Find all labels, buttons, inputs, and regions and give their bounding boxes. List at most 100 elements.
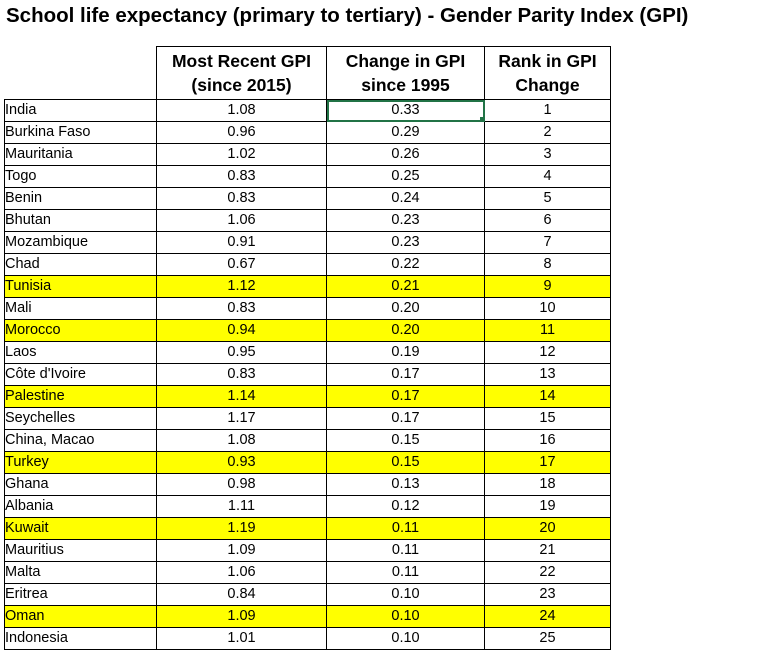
country-cell[interactable]: Burkina Faso: [4, 121, 157, 144]
country-cell[interactable]: China, Macao: [4, 429, 157, 452]
gpi-cell[interactable]: 0.94: [156, 319, 327, 342]
rank-cell[interactable]: 1: [484, 99, 611, 122]
country-cell[interactable]: Mauritania: [4, 143, 157, 166]
country-cell[interactable]: Malta: [4, 561, 157, 584]
gpi-cell[interactable]: 1.01: [156, 627, 327, 650]
rank-cell[interactable]: 16: [484, 429, 611, 452]
gpi-cell[interactable]: 0.95: [156, 341, 327, 364]
country-cell[interactable]: Mozambique: [4, 231, 157, 254]
change-cell[interactable]: 0.33: [326, 99, 485, 122]
rank-cell[interactable]: 18: [484, 473, 611, 496]
rank-cell[interactable]: 14: [484, 385, 611, 408]
change-cell[interactable]: 0.10: [326, 605, 485, 628]
country-cell[interactable]: Oman: [4, 605, 157, 628]
rank-cell[interactable]: 15: [484, 407, 611, 430]
country-cell[interactable]: Tunisia: [4, 275, 157, 298]
rank-cell[interactable]: 17: [484, 451, 611, 474]
country-cell[interactable]: Seychelles: [4, 407, 157, 430]
gpi-cell[interactable]: 1.08: [156, 429, 327, 452]
change-cell[interactable]: 0.10: [326, 583, 485, 606]
country-cell[interactable]: Eritrea: [4, 583, 157, 606]
country-cell[interactable]: Palestine: [4, 385, 157, 408]
rank-cell[interactable]: 21: [484, 539, 611, 562]
header-change-in-gpi[interactable]: Change in GPI since 1995: [326, 46, 485, 100]
gpi-cell[interactable]: 0.93: [156, 451, 327, 474]
gpi-cell[interactable]: 0.83: [156, 297, 327, 320]
country-cell[interactable]: Côte d'Ivoire: [4, 363, 157, 386]
rank-cell[interactable]: 24: [484, 605, 611, 628]
country-cell[interactable]: Benin: [4, 187, 157, 210]
change-cell[interactable]: 0.20: [326, 297, 485, 320]
gpi-cell[interactable]: 1.09: [156, 605, 327, 628]
gpi-cell[interactable]: 1.09: [156, 539, 327, 562]
rank-cell[interactable]: 5: [484, 187, 611, 210]
rank-cell[interactable]: 10: [484, 297, 611, 320]
change-cell[interactable]: 0.26: [326, 143, 485, 166]
change-cell[interactable]: 0.15: [326, 429, 485, 452]
country-cell[interactable]: Kuwait: [4, 517, 157, 540]
country-cell[interactable]: Laos: [4, 341, 157, 364]
change-cell[interactable]: 0.17: [326, 407, 485, 430]
change-cell[interactable]: 0.17: [326, 363, 485, 386]
change-cell[interactable]: 0.11: [326, 517, 485, 540]
country-cell[interactable]: Chad: [4, 253, 157, 276]
change-cell[interactable]: 0.23: [326, 209, 485, 232]
country-cell[interactable]: Togo: [4, 165, 157, 188]
gpi-cell[interactable]: 0.67: [156, 253, 327, 276]
change-cell[interactable]: 0.12: [326, 495, 485, 518]
change-cell[interactable]: 0.22: [326, 253, 485, 276]
rank-cell[interactable]: 7: [484, 231, 611, 254]
change-cell[interactable]: 0.21: [326, 275, 485, 298]
rank-cell[interactable]: 6: [484, 209, 611, 232]
gpi-cell[interactable]: 1.17: [156, 407, 327, 430]
gpi-cell[interactable]: 1.12: [156, 275, 327, 298]
gpi-cell[interactable]: 1.14: [156, 385, 327, 408]
gpi-cell[interactable]: 0.96: [156, 121, 327, 144]
gpi-cell[interactable]: 1.02: [156, 143, 327, 166]
gpi-cell[interactable]: 1.11: [156, 495, 327, 518]
country-cell[interactable]: Bhutan: [4, 209, 157, 232]
rank-cell[interactable]: 13: [484, 363, 611, 386]
country-cell[interactable]: Indonesia: [4, 627, 157, 650]
rank-cell[interactable]: 8: [484, 253, 611, 276]
gpi-cell[interactable]: 1.06: [156, 209, 327, 232]
change-cell[interactable]: 0.25: [326, 165, 485, 188]
rank-cell[interactable]: 4: [484, 165, 611, 188]
rank-cell[interactable]: 12: [484, 341, 611, 364]
rank-cell[interactable]: 20: [484, 517, 611, 540]
country-cell[interactable]: Ghana: [4, 473, 157, 496]
change-cell[interactable]: 0.29: [326, 121, 485, 144]
gpi-cell[interactable]: 0.83: [156, 363, 327, 386]
country-cell[interactable]: Mauritius: [4, 539, 157, 562]
country-cell[interactable]: Turkey: [4, 451, 157, 474]
header-blank-cell[interactable]: [4, 46, 157, 100]
rank-cell[interactable]: 11: [484, 319, 611, 342]
rank-cell[interactable]: 9: [484, 275, 611, 298]
rank-cell[interactable]: 2: [484, 121, 611, 144]
rank-cell[interactable]: 22: [484, 561, 611, 584]
change-cell[interactable]: 0.11: [326, 561, 485, 584]
rank-cell[interactable]: 23: [484, 583, 611, 606]
gpi-cell[interactable]: 0.98: [156, 473, 327, 496]
gpi-cell[interactable]: 1.06: [156, 561, 327, 584]
change-cell[interactable]: 0.17: [326, 385, 485, 408]
change-cell[interactable]: 0.11: [326, 539, 485, 562]
change-cell[interactable]: 0.23: [326, 231, 485, 254]
change-cell[interactable]: 0.13: [326, 473, 485, 496]
country-cell[interactable]: India: [4, 99, 157, 122]
gpi-cell[interactable]: 1.08: [156, 99, 327, 122]
rank-cell[interactable]: 19: [484, 495, 611, 518]
country-cell[interactable]: Morocco: [4, 319, 157, 342]
change-cell[interactable]: 0.15: [326, 451, 485, 474]
gpi-cell[interactable]: 0.83: [156, 165, 327, 188]
gpi-cell[interactable]: 1.19: [156, 517, 327, 540]
gpi-cell[interactable]: 0.83: [156, 187, 327, 210]
change-cell[interactable]: 0.10: [326, 627, 485, 650]
rank-cell[interactable]: 25: [484, 627, 611, 650]
header-most-recent-gpi[interactable]: Most Recent GPI (since 2015): [156, 46, 327, 100]
rank-cell[interactable]: 3: [484, 143, 611, 166]
change-cell[interactable]: 0.19: [326, 341, 485, 364]
country-cell[interactable]: Albania: [4, 495, 157, 518]
country-cell[interactable]: Mali: [4, 297, 157, 320]
gpi-cell[interactable]: 0.91: [156, 231, 327, 254]
